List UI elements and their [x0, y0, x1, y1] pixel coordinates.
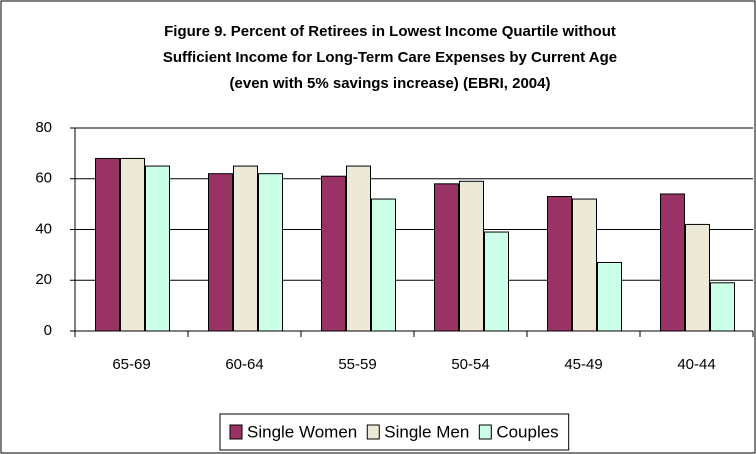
y-tick-label: 0 — [44, 322, 52, 339]
bar — [258, 173, 283, 332]
bar — [660, 193, 685, 332]
bar — [547, 196, 572, 332]
chart-title: Figure 9. Percent of Retirees in Lowest … — [164, 23, 616, 40]
legend-label: Single Women — [247, 422, 357, 441]
bar — [145, 165, 170, 332]
bar — [434, 183, 459, 332]
bar — [208, 173, 233, 332]
chart-title: (even with 5% savings increase) (EBRI, 2… — [230, 75, 551, 92]
x-tick-label: 50-54 — [451, 356, 489, 373]
bar — [572, 198, 597, 332]
y-tick-label: 40 — [35, 220, 52, 237]
x-tick-label: 45-49 — [564, 356, 602, 373]
bar — [321, 175, 346, 332]
bar — [95, 157, 120, 332]
bar — [346, 165, 371, 332]
y-tick-label: 60 — [35, 170, 52, 187]
bar — [371, 198, 396, 332]
x-tick-label: 60-64 — [225, 356, 263, 373]
legend-label: Couples — [496, 422, 558, 441]
bar — [233, 165, 258, 332]
legend-swatch — [478, 424, 492, 440]
legend-swatch — [366, 424, 380, 440]
legend-label: Single Men — [384, 422, 469, 441]
bar — [685, 223, 710, 332]
x-tick-label: 65-69 — [112, 356, 150, 373]
legend-box — [219, 413, 570, 451]
x-tick-label: 55-59 — [338, 356, 376, 373]
bar — [459, 180, 484, 332]
legend-swatch — [229, 424, 243, 440]
bar — [484, 231, 509, 332]
bar — [710, 282, 735, 332]
y-tick-label: 20 — [35, 271, 52, 288]
x-tick-label: 40-44 — [677, 356, 715, 373]
y-tick-label: 80 — [35, 119, 52, 136]
bar — [597, 261, 622, 332]
bar — [120, 157, 145, 332]
chart-title: Sufficient Income for Long-Term Care Exp… — [163, 49, 617, 66]
